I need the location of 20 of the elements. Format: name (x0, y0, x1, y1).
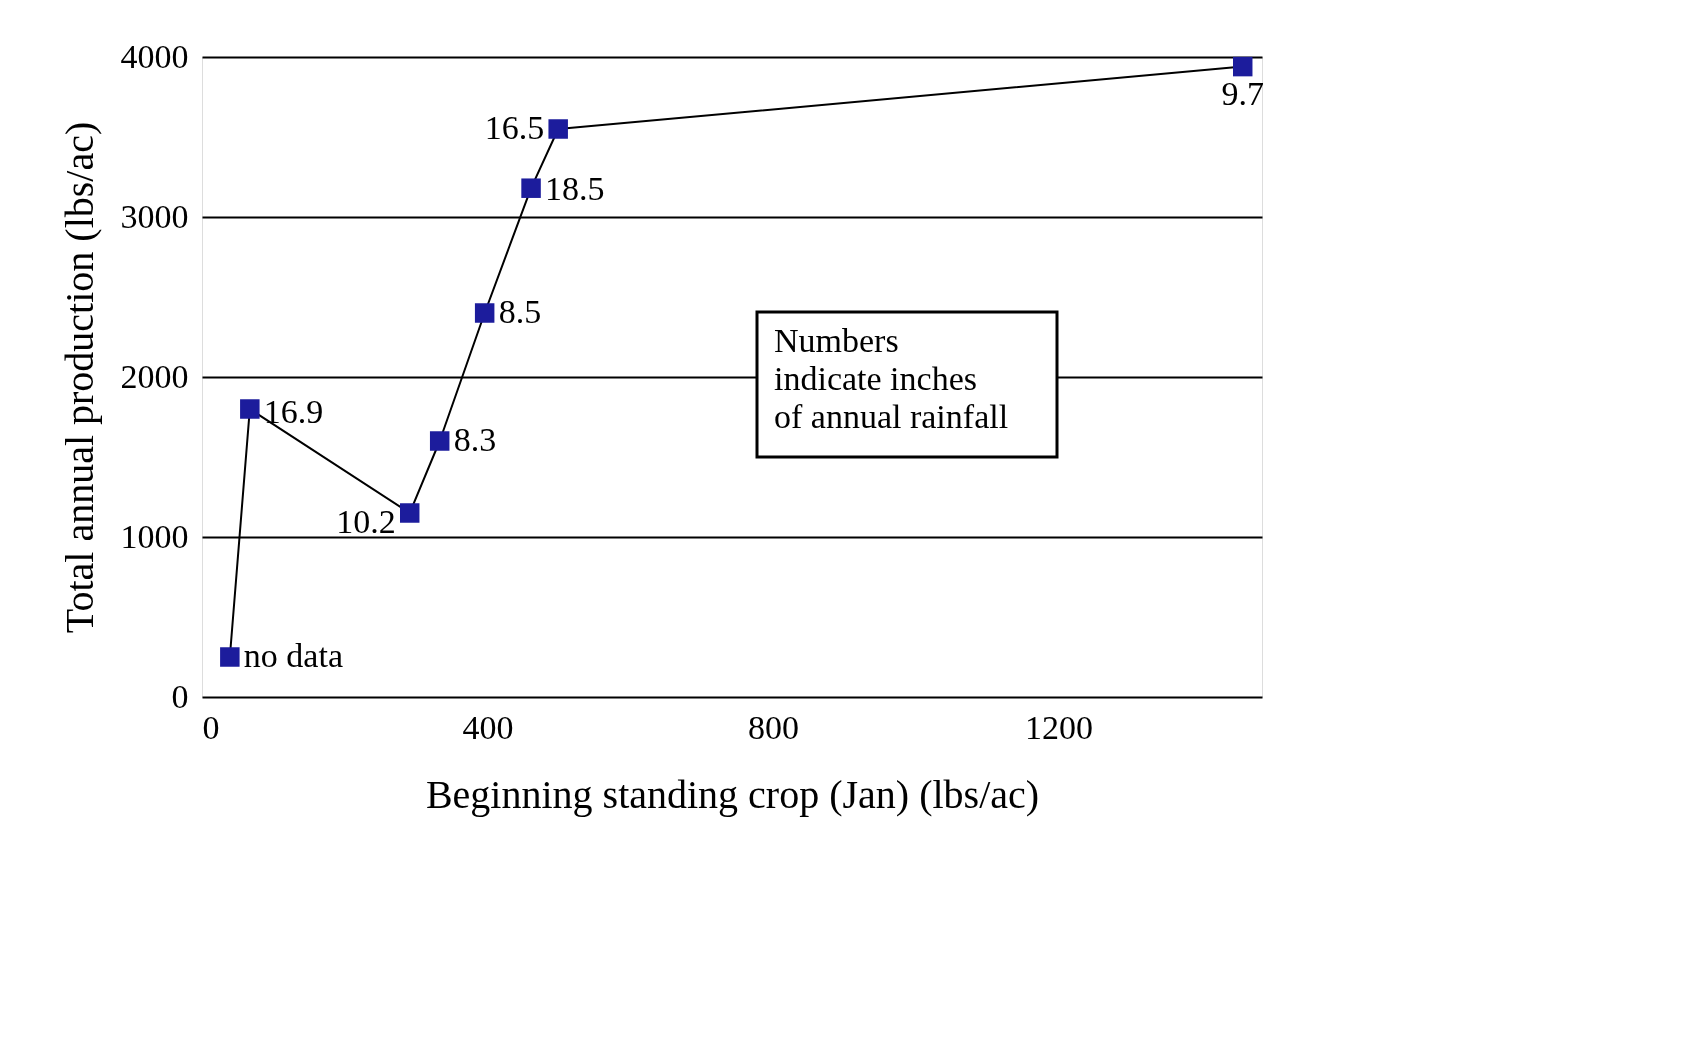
annotation: 16.5 (484, 109, 545, 146)
y-tick-label: 3000 (120, 197, 189, 235)
y-tick-label: 2000 (120, 357, 189, 395)
annotation: 8.5 (498, 293, 542, 330)
annotation: 18.5 (545, 170, 605, 208)
x-tick-label: 0 (202, 708, 220, 746)
annotation: 10.2 (336, 503, 396, 540)
annotation: Numbers indicate inches of annual rainfall (774, 322, 1009, 435)
x-tick-label: 800 (748, 708, 800, 746)
y-tick-label: 1000 (120, 517, 189, 555)
y-tick-label: 4000 (120, 37, 189, 75)
y-axis-title: Total annual production (lbs/ac) (56, 121, 102, 634)
x-axis-title: Beginning standing crop (Jan) (lbs/ac) (425, 771, 1040, 817)
annotation: no data (243, 637, 343, 674)
y-tick-label: 0 (171, 677, 189, 715)
annotation: 9.7 (1221, 74, 1264, 112)
annotation: 16.9 (263, 393, 324, 430)
annotation: 8.3 (453, 421, 497, 458)
x-tick-label: 1200 (1025, 708, 1094, 746)
x-tick-label: 400 (462, 708, 514, 746)
